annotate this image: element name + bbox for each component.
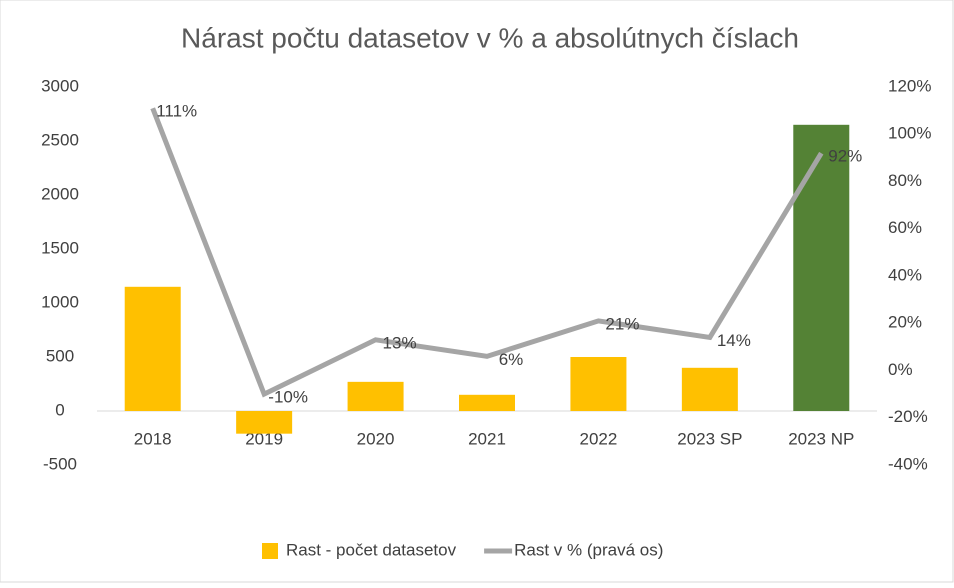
y-tick-label: -500: [43, 454, 77, 473]
x-tick-label: 2023 NP: [788, 429, 854, 448]
y2-tick-label: 20%: [888, 313, 922, 332]
data-label: 14%: [717, 331, 751, 350]
bar: [793, 124, 850, 412]
data-label: 6%: [499, 350, 524, 369]
x-tick-label: 2020: [357, 429, 395, 448]
y2-tick-label: -20%: [888, 407, 928, 426]
y-tick-label: 0: [55, 400, 64, 419]
bar: [570, 357, 627, 411]
data-label: -10%: [268, 388, 308, 407]
x-tick-label: 2021: [468, 429, 506, 448]
line: [150, 107, 824, 398]
x-tick-label: 2022: [580, 429, 618, 448]
y2-tick-label: 80%: [888, 171, 922, 190]
y2-tick-label: 0%: [888, 360, 913, 379]
y-tick-label: 3000: [41, 76, 79, 95]
x-tick-label: 2018: [134, 429, 172, 448]
chart-title: Nárast počtu datasetov v % a absolútnych…: [181, 22, 799, 53]
data-label: 13%: [383, 333, 417, 352]
bar: [459, 394, 515, 411]
y2-tick-label: 60%: [888, 218, 922, 237]
legend-label: Rast v % (pravá os): [514, 540, 663, 559]
data-label: 92%: [828, 147, 862, 166]
data-label: 111%: [156, 102, 197, 121]
y2-tick-label: 120%: [888, 76, 931, 95]
bar: [681, 367, 738, 411]
y-tick-label: 1000: [41, 292, 79, 311]
y2-tick-label: 100%: [888, 124, 931, 143]
y-tick-label: 1500: [41, 238, 79, 257]
legend-swatch: [262, 543, 278, 559]
bar: [124, 286, 181, 411]
bar: [347, 381, 404, 411]
y-tick-label: 2000: [41, 184, 79, 203]
bar: [236, 411, 293, 434]
x-tick-label: 2019: [245, 429, 283, 448]
y2-tick-label: -40%: [888, 454, 928, 473]
y-tick-label: 500: [46, 346, 74, 365]
x-tick-label: 2023 SP: [677, 429, 742, 448]
data-label: 21%: [605, 314, 639, 333]
y2-tick-label: 40%: [888, 265, 922, 284]
y-tick-label: 2500: [41, 130, 79, 149]
legend-label: Rast - počet datasetov: [286, 540, 457, 559]
